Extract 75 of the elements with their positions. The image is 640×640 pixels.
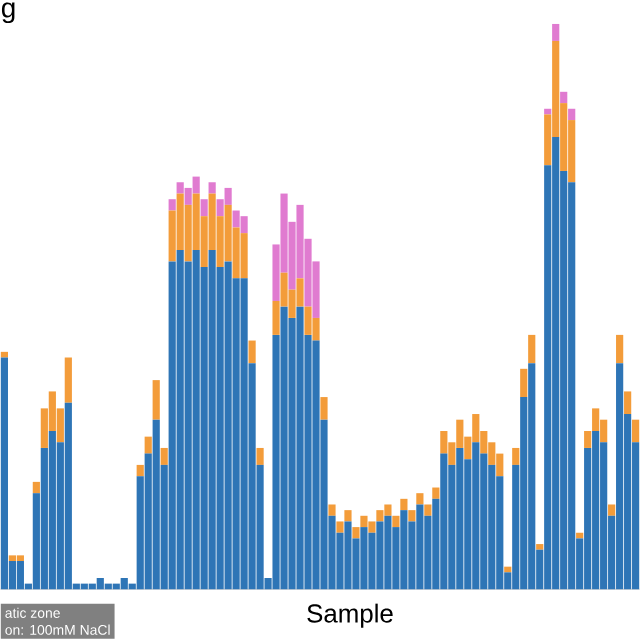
bar [520,369,528,398]
bar [336,521,344,534]
bar [304,307,312,336]
bar [368,521,376,534]
bar [416,504,424,590]
bar [240,278,248,590]
bar [440,453,448,590]
bar [376,510,384,522]
bar [408,510,416,522]
bar [552,24,560,42]
bar [400,510,408,590]
bar [536,544,544,551]
bar [240,216,248,234]
bar [456,448,464,590]
bar [360,516,368,528]
bar [16,561,24,590]
bar [312,340,320,590]
bar [256,448,264,466]
bar [32,482,40,494]
bar [144,437,152,454]
bar [48,431,56,590]
bar [248,340,256,364]
bar [152,420,160,590]
bar [584,431,592,449]
bar [400,499,408,511]
bar [96,578,104,590]
bar [208,250,216,590]
bar [512,448,520,466]
bar [8,555,16,562]
bar [344,510,352,522]
bar [592,431,600,590]
bar [176,250,184,590]
bar [208,182,216,194]
bar [280,307,288,590]
bar [416,493,424,505]
bar [64,403,72,590]
bar [392,516,400,528]
bar [232,210,240,228]
bar [200,199,208,217]
x-axis-title: Sample [307,604,393,629]
bar [528,363,536,590]
bar [0,357,8,590]
bar [624,391,632,415]
bar [320,397,328,421]
bar [360,527,368,590]
bar [616,335,624,364]
bar [168,199,176,211]
bar [568,109,576,121]
bar [0,352,8,358]
bar [432,487,440,500]
bar [240,233,248,279]
bar [384,504,392,517]
bar [560,92,568,104]
bar [224,261,232,590]
bar [160,448,168,466]
bar [376,521,384,590]
bar [384,516,392,590]
bar [528,335,536,364]
bar [120,578,128,590]
bar [152,380,160,421]
bar [608,504,616,517]
chart-title: g [1,2,15,24]
bar [344,521,352,590]
bar [552,137,560,590]
bar [296,307,304,590]
bar [632,420,640,443]
bar [424,504,432,517]
bar [616,363,624,590]
bar [64,357,72,404]
bar [472,442,480,590]
bar [16,555,24,562]
bar [136,465,144,477]
bar [352,527,360,539]
bar [192,250,200,590]
bar [328,504,336,517]
